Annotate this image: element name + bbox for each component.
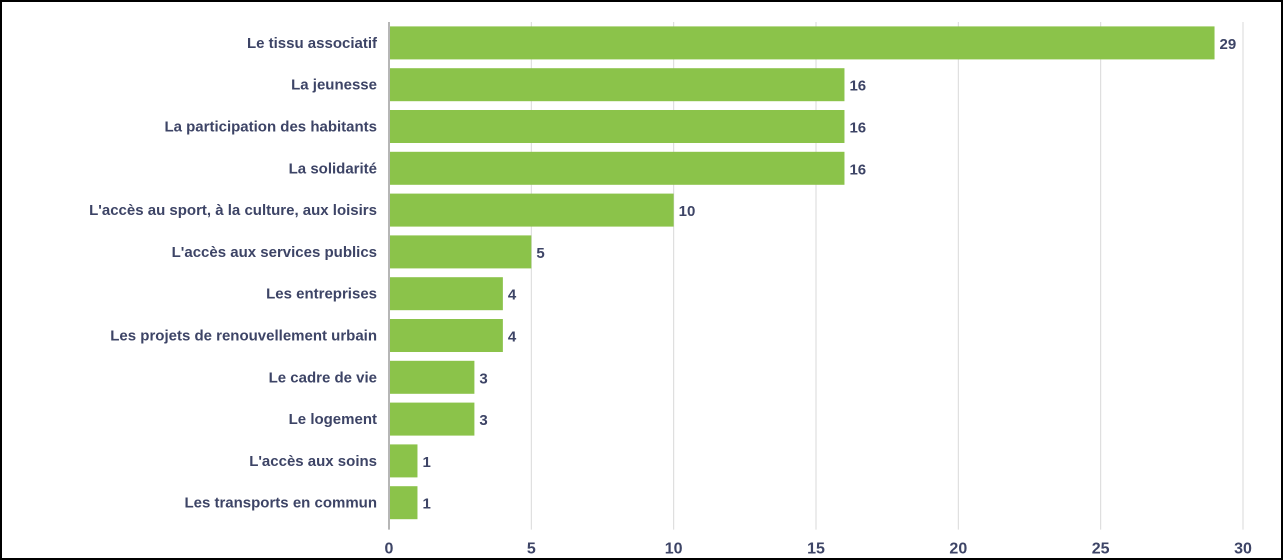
bar: [390, 193, 674, 227]
bar: [390, 151, 845, 185]
bar: [390, 68, 845, 102]
bar: [390, 444, 418, 478]
x-tick-label: 5: [527, 541, 536, 558]
category-label: La solidarité: [289, 160, 377, 177]
x-tick-label: 0: [385, 541, 394, 558]
value-label: 1: [422, 454, 430, 471]
category-label: Les entreprises: [266, 286, 377, 303]
bar: [390, 277, 503, 311]
bar: [390, 402, 475, 436]
bar: [390, 319, 503, 352]
category-label: L'accès aux services publics: [172, 244, 377, 261]
value-label: 5: [536, 245, 544, 262]
value-label: 4: [508, 287, 517, 304]
bar: [390, 235, 532, 269]
value-label: 16: [849, 78, 866, 95]
category-label: L'accès au sport, à la culture, aux lois…: [89, 202, 377, 219]
value-label: 29: [1220, 36, 1237, 53]
category-label: Les projets de renouvellement urbain: [110, 328, 377, 345]
value-label: 10: [679, 203, 696, 220]
x-tick-label: 30: [1234, 541, 1252, 558]
bar: [390, 360, 475, 394]
bar: [390, 110, 845, 143]
value-label: 3: [479, 370, 487, 387]
bar: [390, 26, 1215, 60]
value-label: 16: [849, 120, 866, 137]
category-label: L'accès aux soins: [249, 453, 377, 470]
value-label: 4: [508, 329, 517, 346]
category-label: Le cadre de vie: [269, 369, 377, 386]
value-label: 16: [849, 161, 866, 178]
x-tick-label: 10: [665, 541, 683, 558]
x-tick-label: 15: [807, 541, 825, 558]
value-label: 3: [479, 412, 487, 429]
value-label: 1: [422, 496, 430, 513]
bar: [390, 486, 418, 520]
category-label: Le logement: [289, 411, 377, 428]
category-label: La jeunesse: [291, 77, 377, 94]
category-label: Le tissu associatif: [247, 35, 378, 52]
x-tick-label: 20: [949, 541, 967, 558]
grid-lines: [530, 22, 1244, 530]
bars: [390, 26, 1215, 520]
x-tick-label: 25: [1092, 541, 1110, 558]
category-label: Les transports en commun: [184, 495, 377, 512]
category-label: La participation des habitants: [164, 119, 377, 136]
